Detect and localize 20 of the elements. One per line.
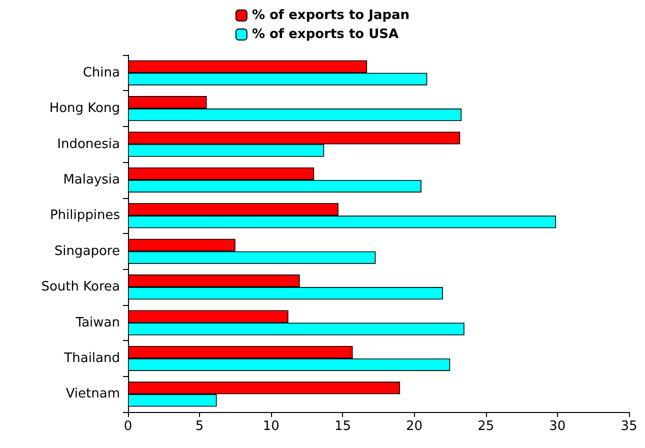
y-tick-label: Philippines <box>50 208 120 224</box>
y-tick-label: China <box>82 65 120 80</box>
legend-label: % of exports to USA <box>252 27 399 42</box>
x-tick-label: 25 <box>478 419 494 434</box>
x-tick-label: 5 <box>195 419 204 434</box>
x-tick-label: 15 <box>334 419 351 434</box>
x-tick-label: 35 <box>620 419 638 434</box>
legend-label: % of exports to Japan <box>252 8 410 23</box>
x-tick-label: 30 <box>549 419 566 434</box>
x-tick-label: 10 <box>262 419 280 434</box>
y-tick-label: Malaysia <box>63 172 120 188</box>
x-tick-label: 20 <box>406 419 423 434</box>
y-tick-label: Taiwan <box>74 315 120 330</box>
y-tick-label: Hong Kong <box>49 101 120 116</box>
y-tick-label: Indonesia <box>57 136 120 152</box>
x-tick-label: 0 <box>124 419 132 434</box>
y-tick-label: Vietnam <box>66 386 120 402</box>
y-tick-label: South Korea <box>41 280 120 295</box>
y-tick-label: Singapore <box>54 244 120 259</box>
y-tick-label: Thailand <box>63 350 120 366</box>
